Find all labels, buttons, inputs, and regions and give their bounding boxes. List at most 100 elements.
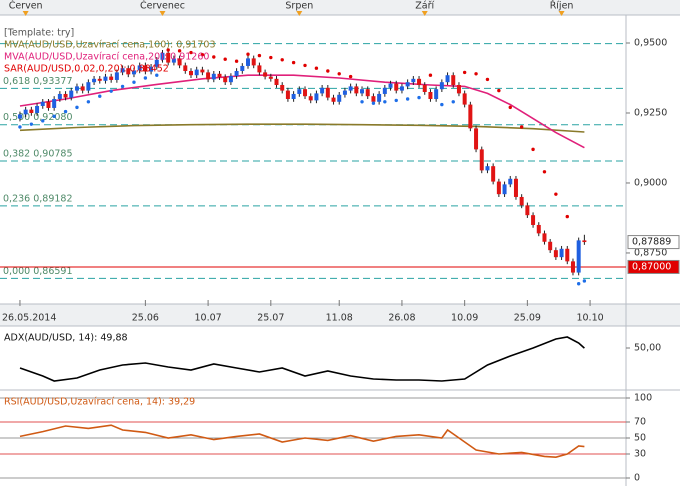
candle-body: [536, 224, 541, 234]
candle-body: [131, 70, 136, 75]
candle-body: [365, 89, 370, 97]
sar-dot: [223, 57, 227, 61]
candle-body: [331, 97, 336, 102]
candle-body: [143, 65, 148, 72]
candle-body: [52, 98, 57, 108]
sar-dot: [508, 105, 512, 110]
candle-body: [354, 86, 359, 94]
candle-body: [308, 96, 313, 101]
candle-body: [228, 76, 233, 83]
sar-dot: [383, 100, 387, 104]
sar-dot: [280, 58, 284, 62]
candle-body: [525, 205, 530, 216]
candle-body: [451, 75, 456, 85]
sar-dot: [109, 89, 113, 93]
candle-body: [160, 52, 165, 60]
sar-dot: [86, 100, 91, 104]
candle-body: [565, 248, 570, 262]
sar-dot: [371, 101, 376, 105]
candle-body: [519, 196, 524, 206]
candle-body: [74, 86, 79, 91]
sar-dot: [29, 122, 34, 126]
top-tick: [159, 11, 166, 16]
candle-body: [137, 65, 142, 71]
y-tick-label: 0,8750: [634, 247, 667, 258]
fib-label: 0,618 0,93377: [3, 76, 73, 87]
candle-body: [268, 76, 273, 79]
top-tick-label: Srpen: [285, 1, 313, 12]
candle-body: [23, 109, 28, 115]
x-tick-label: 10.07: [194, 313, 221, 324]
candle-body: [382, 87, 387, 94]
candle-body: [570, 261, 575, 273]
candle-body: [348, 86, 353, 91]
candle-body: [274, 78, 279, 85]
candle-body: [35, 105, 40, 113]
y-tick-label: 0,9000: [634, 177, 667, 188]
candle-body: [234, 70, 239, 77]
candle-body: [496, 181, 501, 195]
candle-body: [360, 89, 365, 94]
sar-dot: [497, 88, 501, 93]
candle-body: [280, 84, 285, 91]
candle-body: [80, 86, 85, 91]
sar-dot: [394, 98, 398, 103]
candle-body: [246, 58, 251, 66]
candle-body: [445, 75, 450, 83]
candle-body: [508, 178, 513, 185]
candle-body: [188, 70, 193, 76]
sar-dot: [542, 170, 547, 174]
candle-body: [491, 166, 496, 182]
sar-dot: [52, 114, 56, 119]
candle-body: [194, 69, 199, 76]
sar-dot: [63, 109, 68, 114]
candle-body: [548, 241, 553, 251]
sar-dot: [417, 95, 421, 100]
fib-label: 0,236 0,89182: [3, 193, 73, 204]
panel-title: RSI(AUD/USD,Uzavírací cena, 14): 39,29: [4, 397, 195, 408]
top-tick-label: Červenec: [140, 0, 185, 12]
y-tick-label: 50: [634, 433, 646, 444]
candle-body: [553, 250, 558, 258]
x-tick-label: 25.09: [514, 313, 541, 324]
top-axis-strip: [0, 0, 680, 15]
candle-body: [371, 96, 376, 102]
sar-dot: [132, 80, 136, 84]
candle-body: [411, 78, 416, 83]
sar-dot: [234, 59, 239, 63]
candle-body: [92, 78, 97, 83]
sar-dot: [166, 48, 170, 52]
sar-dot: [269, 55, 273, 60]
candle-body: [576, 240, 581, 273]
top-tick: [421, 11, 428, 16]
sar-dot: [440, 102, 444, 107]
price-tag-label: 0,87889: [632, 237, 671, 248]
candle-body: [417, 78, 422, 85]
sar-dot: [428, 73, 433, 77]
sar-dot: [246, 52, 250, 56]
panel-title: ADX(AUD/USD, 14): 49,88: [4, 333, 128, 344]
moving-average-line: [19, 123, 585, 133]
sar-dot: [405, 97, 410, 101]
fib-label: 0,000 0,86591: [3, 266, 73, 277]
sar-dot: [462, 70, 467, 75]
sar-dot: [177, 49, 182, 53]
top-tick-label: Září: [415, 1, 434, 12]
candle-body: [166, 52, 171, 63]
x-tick-label: 25.06: [132, 313, 159, 324]
y-tick-label: 100: [634, 393, 652, 404]
candle-body: [485, 166, 490, 171]
candle-body: [257, 65, 262, 73]
date-axis-strip: [0, 304, 680, 326]
sar-dot: [565, 214, 569, 219]
y-tick-label: 50,00: [634, 343, 661, 354]
x-tick-label: 11.08: [326, 313, 353, 324]
fib-label: 0,500 0,92080: [3, 112, 73, 123]
y-tick-label: 0: [634, 473, 640, 484]
candle-body: [462, 93, 467, 105]
candle-body: [263, 72, 268, 77]
candle-body: [502, 184, 507, 195]
candle-body: [399, 86, 404, 91]
candle-body: [240, 65, 245, 71]
